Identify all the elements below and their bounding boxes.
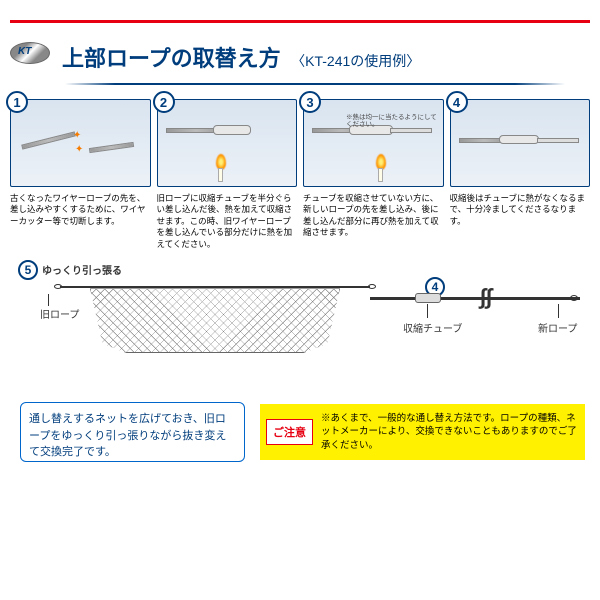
net-diagram: 旧ロープ xyxy=(60,280,370,365)
logo: KT xyxy=(10,42,50,72)
title: 上部ロープの取替え方 xyxy=(62,46,281,71)
caution-text: ※あくまで、一般的な通し替え方法です。ロープの種類、ネットメーカーにより、交換で… xyxy=(321,412,579,453)
caution-box: ご注意 ※あくまで、一般的な通し替え方法です。ロープの種類、ネットメーカーにより… xyxy=(260,404,585,460)
shrink-tube-label: 収縮チューブ xyxy=(403,320,462,335)
step-num: 2 xyxy=(153,91,175,113)
new-rope-label: 新ロープ xyxy=(538,320,577,335)
caution-tag: ご注意 xyxy=(266,419,313,445)
right-rope xyxy=(370,297,580,300)
bottom-section: 5 ゆっくり引っ張る 旧ロープ 4 ∫∫ 収縮チューブ 新ロープ 通し替えするネ… xyxy=(10,262,590,392)
heat-note: ※熱は均一に当たるようにしてください。 xyxy=(346,114,443,129)
step-num: 1 xyxy=(6,91,28,113)
tube-icon xyxy=(415,293,441,303)
header: KT 上部ロープの取替え方 〈KT-241の使用例〉 xyxy=(10,41,590,73)
pull-label: ゆっくり引っ張る xyxy=(42,262,122,277)
subtitle: 〈KT-241の使用例〉 xyxy=(291,53,420,69)
step-4: 4 収縮後はチューブに熱がなくなるまで、十分冷ましてくださるなります。 xyxy=(450,99,591,250)
step-text: チューブを収縮させていない方に、新しいロープの先を差し込み、後に差し込んだ部分に… xyxy=(303,193,444,239)
step-5-num: 5 xyxy=(18,260,38,280)
steps-row: 1 ✦ ✦ 古くなったワイヤーロープの先を、差し込みやすくするために、ワイヤーカ… xyxy=(10,99,590,250)
step-2: 2 旧ロープに収縮チューブを半分ぐらい差し込んだ後、熱を加えて収縮させます。この… xyxy=(157,99,298,250)
step-num: 4 xyxy=(446,91,468,113)
step-text: 古くなったワイヤーロープの先を、差し込みやすくするために、ワイヤーカッター等で切… xyxy=(10,193,151,227)
title-underline xyxy=(65,83,565,85)
old-rope-label: 旧ロープ xyxy=(40,306,79,321)
step-3: 3 ※熱は均一に当たるようにしてください。 チューブを収縮させていない方に、新し… xyxy=(303,99,444,250)
step-text: 旧ロープに収縮チューブを半分ぐらい差し込んだ後、熱を加えて収縮させます。この時、… xyxy=(157,193,298,250)
explanation-box: 通し替えするネットを広げておき、旧ロープをゆっくり引っ張りながら抜き変えて交換完… xyxy=(20,402,245,462)
step-num: 3 xyxy=(299,91,321,113)
red-line xyxy=(10,20,590,23)
page: KT 上部ロープの取替え方 〈KT-241の使用例〉 1 ✦ ✦ 古くなったワイ… xyxy=(0,0,600,600)
step-1: 1 ✦ ✦ 古くなったワイヤーロープの先を、差し込みやすくするために、ワイヤーカ… xyxy=(10,99,151,250)
step-text: 収縮後はチューブに熱がなくなるまで、十分冷ましてくださるなります。 xyxy=(450,193,591,227)
break-mark: ∫∫ xyxy=(480,284,498,310)
